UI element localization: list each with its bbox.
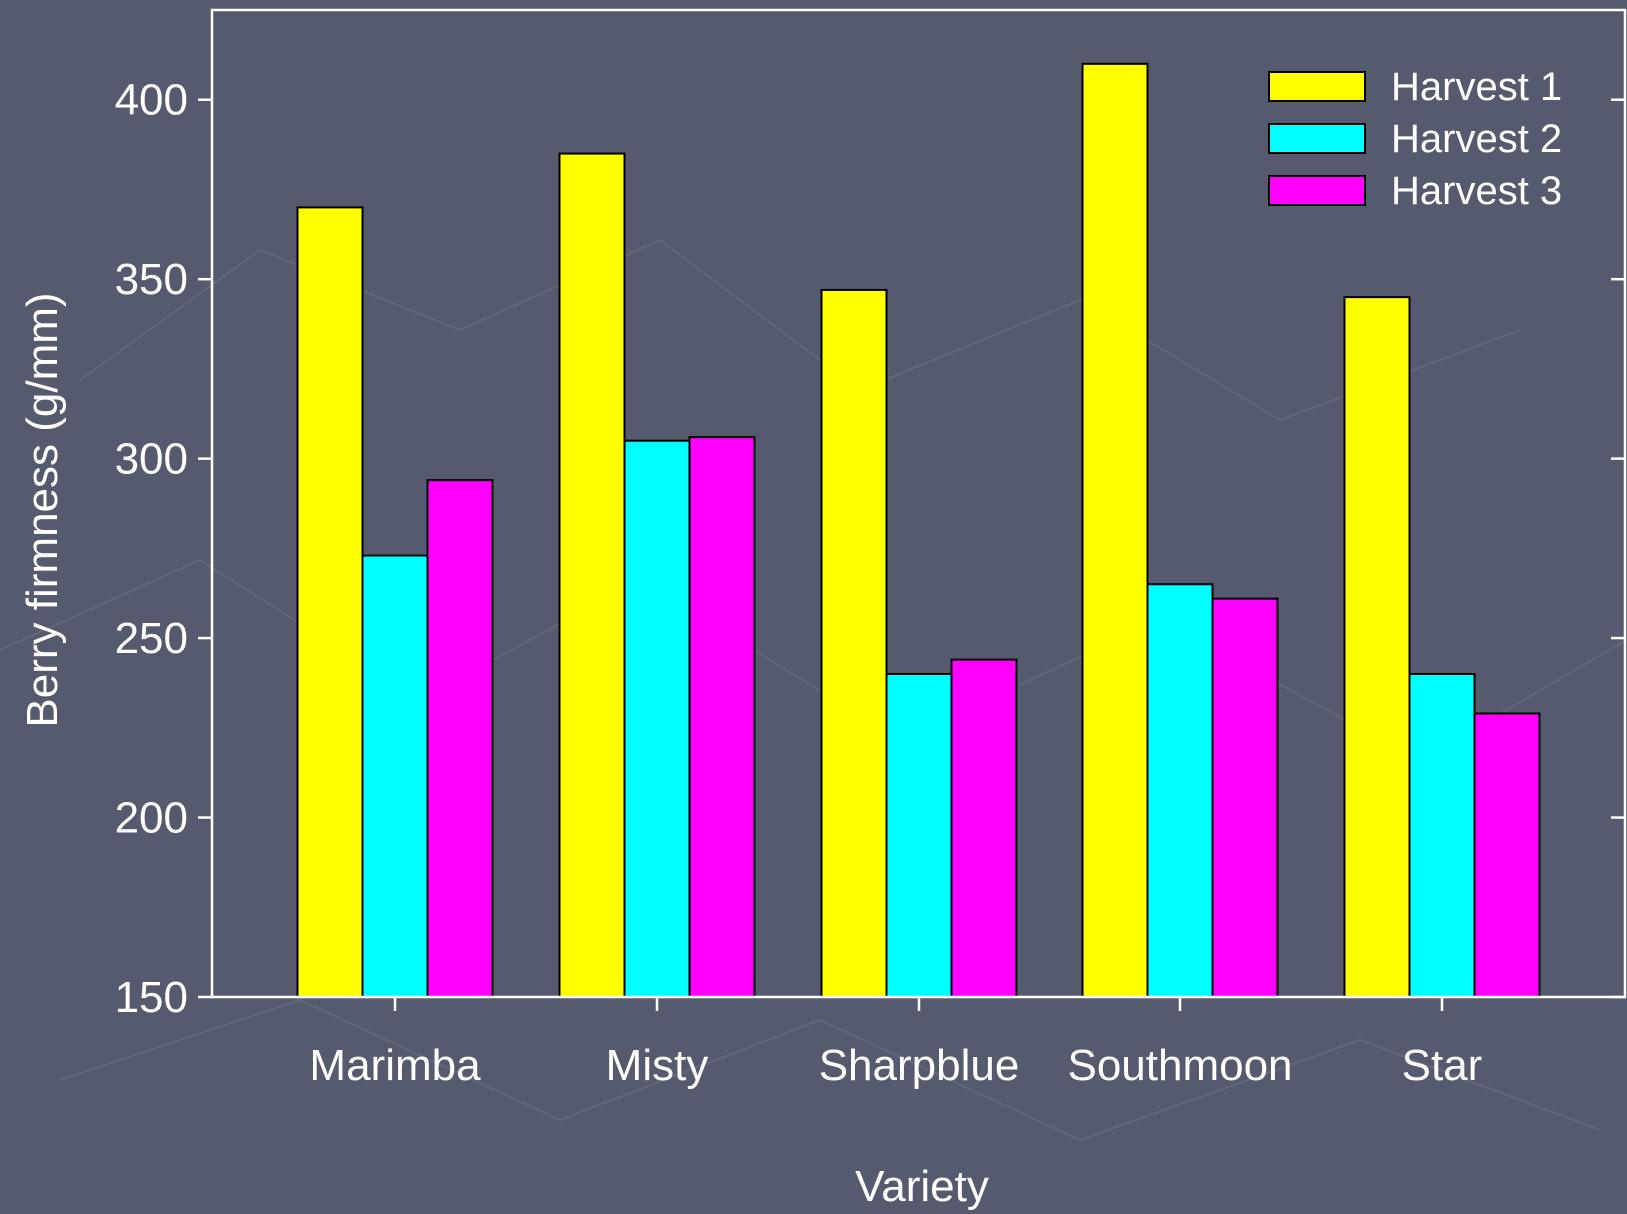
y-axis: 150 200 250 300 350 400 [115,76,1625,1022]
bar-southmoon-harvest-3 [1211,597,1279,998]
y-tick-label: 400 [115,76,188,125]
bar-sharpblue-harvest-2 [885,672,953,998]
x-axis: Marimba Misty Sharpblue Southmoon Star [309,997,1482,1090]
bars-group [296,62,1541,998]
y-tick-label: 350 [115,255,188,304]
legend-label-harvest-1: Harvest 1 [1391,65,1562,109]
bar-marimba-harvest-1 [296,206,364,998]
y-axis-title: Berry firmness (g/mm) [18,292,67,727]
x-tick-label-marimba: Marimba [309,1041,481,1090]
bar-misty-harvest-2 [623,439,691,998]
legend-label-harvest-2: Harvest 2 [1391,117,1562,161]
x-tick-label-misty: Misty [606,1041,709,1090]
x-tick-label-southmoon: Southmoon [1067,1041,1292,1090]
legend-swatch-harvest-3 [1268,175,1366,206]
bar-misty-harvest-3 [688,436,756,998]
y-tick-label: 250 [115,614,188,663]
bar-marimba-harvest-2 [361,554,429,998]
y-tick-label: 300 [115,435,188,484]
x-axis-title: Variety [855,1162,989,1211]
y-tick-label: 200 [115,794,188,843]
bar-star-harvest-3 [1473,712,1541,998]
bar-star-harvest-1 [1343,296,1411,998]
legend-label-harvest-3: Harvest 3 [1391,169,1562,213]
bar-misty-harvest-1 [558,152,626,998]
bar-star-harvest-2 [1408,672,1476,998]
bar-marimba-harvest-3 [426,479,494,998]
bar-sharpblue-harvest-1 [820,288,888,998]
bar-southmoon-harvest-1 [1081,62,1149,998]
x-tick-label-star: Star [1402,1041,1483,1090]
bar-sharpblue-harvest-3 [950,658,1018,998]
x-tick-label-sharpblue: Sharpblue [819,1041,1020,1090]
bar-southmoon-harvest-2 [1146,583,1214,998]
y-tick-label: 150 [115,973,188,1022]
legend-swatch-harvest-1 [1268,71,1366,102]
legend-swatch-harvest-2 [1268,123,1366,154]
legend: Harvest 1 Harvest 2 Harvest 3 [1268,65,1562,213]
